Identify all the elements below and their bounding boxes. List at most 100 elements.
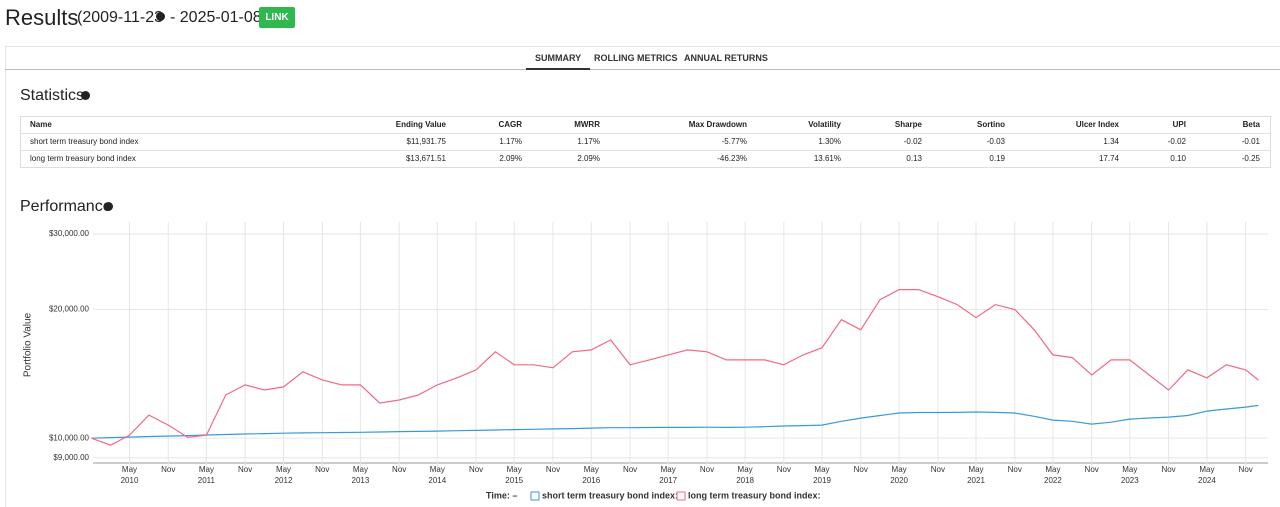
x-tick-year: 2012 <box>275 476 293 485</box>
column-header: UPI <box>1172 120 1186 129</box>
tab[interactable]: SUMMARY <box>526 53 591 70</box>
table-cell: 17.74 <box>1098 154 1119 163</box>
table-cell: 1.17% <box>577 137 600 146</box>
tab[interactable]: ROLLING METRICS <box>594 53 678 63</box>
table-cell: 1.17% <box>499 137 522 146</box>
series-line <box>91 289 1259 446</box>
table-cell: $13,671.51 <box>405 154 446 163</box>
x-tick-year: 2013 <box>352 476 370 485</box>
x-tick-label: May <box>661 465 676 474</box>
x-tick-label: Nov <box>623 465 637 474</box>
info-icon[interactable] <box>81 91 90 100</box>
table-cell: 0.13 <box>906 154 922 163</box>
column-header: Sharpe <box>894 120 922 129</box>
x-tick-label: Nov <box>469 465 483 474</box>
table-cell: 1.30% <box>818 137 841 146</box>
x-tick-year: 2020 <box>890 476 908 485</box>
card <box>5 46 1280 507</box>
x-tick-label: May <box>199 465 214 474</box>
legend-label: short term treasury bond index: <box>542 490 678 500</box>
tab-rule <box>5 69 1280 70</box>
x-tick-year: 2016 <box>582 476 600 485</box>
x-tick-label: Nov <box>1239 465 1253 474</box>
x-tick-year: 2024 <box>1198 476 1216 485</box>
legend-title: Time: – <box>486 490 517 500</box>
info-icon[interactable] <box>104 202 113 211</box>
table-cell: 2.09% <box>499 154 522 163</box>
table-cell: 1.34 <box>1103 137 1119 146</box>
legend-swatch <box>530 491 540 501</box>
link-button[interactable]: LINK <box>259 7 295 28</box>
column-header: MWRR <box>574 120 600 129</box>
y-tick-label: $20,000.00 <box>49 304 90 313</box>
x-tick-year: 2017 <box>659 476 677 485</box>
table-cell: -0.03 <box>986 137 1005 146</box>
legend-swatch <box>676 491 686 501</box>
legend-label: long term treasury bond index: <box>688 490 821 500</box>
series-line <box>91 404 1259 439</box>
column-header: CAGR <box>498 120 522 129</box>
x-tick-label: May <box>584 465 599 474</box>
x-tick-year: 2018 <box>736 476 754 485</box>
table-cell: -0.25 <box>1241 154 1260 163</box>
x-tick-year: 2015 <box>505 476 523 485</box>
x-tick-label: May <box>892 465 907 474</box>
stats-table <box>20 116 1271 168</box>
info-icon[interactable] <box>156 12 165 21</box>
table-cell: long term treasury bond index <box>30 154 136 163</box>
x-tick-year: 2021 <box>967 476 985 485</box>
column-header: Beta <box>1242 120 1260 129</box>
x-tick-label: Nov <box>315 465 329 474</box>
x-tick-label: Nov <box>1161 465 1175 474</box>
x-tick-label: Nov <box>777 465 791 474</box>
x-tick-label: May <box>738 465 753 474</box>
x-tick-label: May <box>122 465 137 474</box>
table-cell: 0.10 <box>1170 154 1186 163</box>
x-tick-label: May <box>430 465 445 474</box>
start-date: (2009-11-23 <box>77 9 163 26</box>
tab[interactable]: ANNUAL RETURNS <box>684 53 768 63</box>
x-tick-label: Nov <box>854 465 868 474</box>
table-cell: -5.77% <box>721 137 747 146</box>
table-cell: $11,931.75 <box>406 137 446 146</box>
column-header: Ending Value <box>395 120 446 129</box>
column-header: Volatility <box>808 120 841 129</box>
y-axis-title: Portfolio Value <box>23 312 34 377</box>
x-tick-label: May <box>1045 465 1060 474</box>
section-heading: Statistics <box>20 87 85 104</box>
x-tick-label: Nov <box>392 465 406 474</box>
table-cell: -0.02 <box>903 137 922 146</box>
page-title: Results <box>5 5 79 30</box>
x-tick-year: 2014 <box>428 476 446 485</box>
table-cell: -46.23% <box>717 154 747 163</box>
table-cell: short term treasury bond index <box>30 137 139 146</box>
x-tick-label: Nov <box>700 465 714 474</box>
x-tick-label: Nov <box>931 465 945 474</box>
x-tick-year: 2011 <box>198 476 216 485</box>
x-tick-label: May <box>276 465 291 474</box>
table-cell: 2.09% <box>577 154 600 163</box>
section-heading: Performance <box>20 198 112 215</box>
table-cell: -0.01 <box>1241 137 1260 146</box>
column-header: Max Drawdown <box>688 120 747 129</box>
x-tick-year: 2019 <box>813 476 831 485</box>
x-tick-label: May <box>1199 465 1214 474</box>
x-tick-year: 2010 <box>121 476 139 485</box>
table-cell: 13.61% <box>813 154 841 163</box>
x-tick-label: Nov <box>238 465 252 474</box>
x-tick-label: Nov <box>1008 465 1022 474</box>
y-tick-label: $10,000.00 <box>49 433 90 442</box>
column-header: Ulcer Index <box>1075 120 1119 129</box>
x-tick-label: May <box>968 465 983 474</box>
table-cell: 0.19 <box>989 154 1005 163</box>
x-tick-label: May <box>814 465 829 474</box>
end-date: - 2025-01-08) <box>170 9 267 26</box>
y-tick-label: $30,000.00 <box>49 229 90 238</box>
x-tick-year: 2023 <box>1121 476 1139 485</box>
x-tick-label: May <box>353 465 368 474</box>
x-tick-label: Nov <box>546 465 560 474</box>
column-header: Name <box>30 120 52 129</box>
x-tick-label: May <box>1122 465 1137 474</box>
row-rule <box>21 150 1270 151</box>
